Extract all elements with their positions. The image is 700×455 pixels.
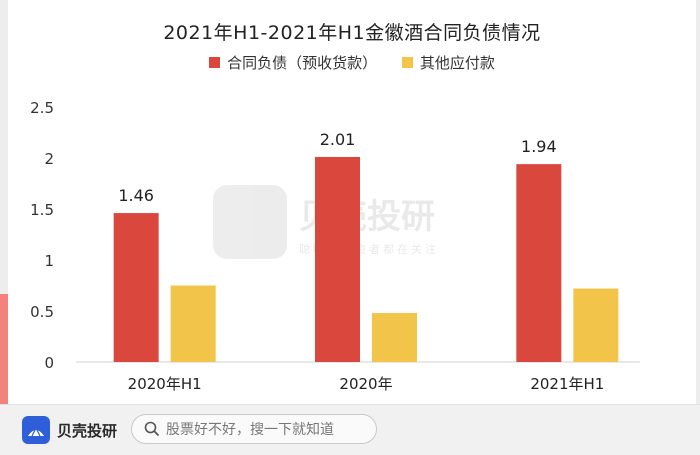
brand[interactable]: 贝壳投研: [22, 416, 117, 444]
data-label: 1.94: [521, 137, 557, 156]
chart-legend: 合同负债（预收货款） 其他应付款: [8, 52, 696, 73]
y-tick-label: 0.5: [30, 303, 54, 321]
bar-contract-liabilities: [315, 156, 360, 362]
legend-swatch-yellow: [401, 57, 413, 68]
left-edge-accent: [0, 294, 8, 404]
bar-other-payables: [170, 285, 216, 362]
bar-contract-liabilities: [113, 213, 159, 362]
search-input[interactable]: 股票好不好，搜一下就知道: [131, 414, 377, 444]
legend-item-other-payables[interactable]: 其他应付款: [401, 52, 495, 73]
chart-title: 2021年H1-2021年H1金徽酒合同负债情况: [163, 22, 541, 44]
legend-swatch-red: [209, 57, 221, 68]
y-tick-label: 0: [44, 354, 54, 372]
bottom-bar: 贝壳投研 股票好不好，搜一下就知道: [0, 404, 700, 455]
brand-logo-icon: [22, 416, 50, 444]
y-tick-label: 1.5: [30, 201, 54, 219]
bar-chart-plot: 0 0.5 1 1.5 2 2.5 1.46 2020年H1 2.01 2020年 1.94 2021…: [30, 99, 640, 393]
x-tick-label: 2020年H1: [128, 375, 202, 393]
legend-label: 其他应付款: [419, 54, 495, 72]
bar-contract-liabilities: [516, 164, 562, 362]
legend-item-contract-liabilities[interactable]: 合同负债（预收货款）: [209, 52, 377, 73]
search-placeholder: 股票好不好，搜一下就知道: [166, 422, 334, 438]
x-tick-label: 2020年: [339, 375, 392, 393]
y-tick-label: 2: [44, 150, 54, 168]
data-label: 2.01: [320, 130, 356, 149]
y-tick-label: 2.5: [30, 99, 54, 117]
brand-name: 贝壳投研: [57, 421, 118, 440]
y-tick-label: 1: [44, 252, 54, 270]
chart-card: 2021年H1-2021年H1金徽酒合同负债情况 合同负债（预收货款） 其他应付…: [8, 0, 696, 404]
legend-label: 合同负债（预收货款）: [227, 54, 378, 72]
x-tick-label: 2021年H1: [530, 375, 604, 393]
data-label: 1.46: [118, 186, 154, 205]
bar-other-payables: [372, 313, 417, 362]
bar-other-payables: [573, 288, 619, 362]
search-icon: [144, 421, 160, 437]
